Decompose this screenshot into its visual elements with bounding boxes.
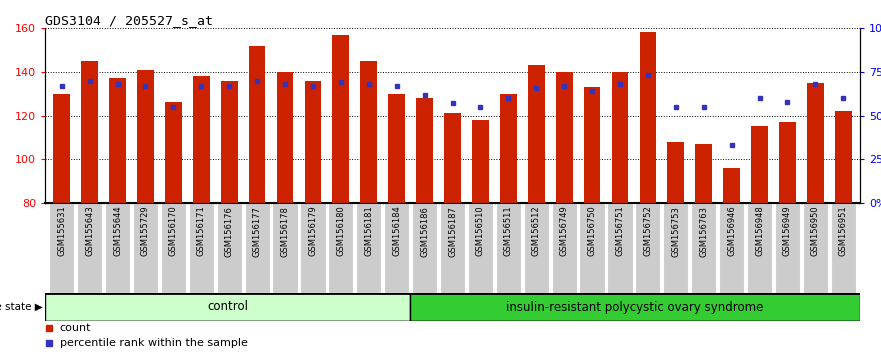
Bar	[277, 72, 293, 203]
Text: GSM156948: GSM156948	[755, 206, 764, 256]
Bar	[248, 46, 265, 203]
Text: GSM156177: GSM156177	[253, 206, 262, 257]
Text: percentile rank within the sample: percentile rank within the sample	[60, 338, 248, 348]
Bar	[49, 203, 74, 293]
Bar	[54, 93, 70, 203]
Bar	[360, 61, 377, 203]
Bar	[217, 203, 241, 293]
Bar	[329, 203, 353, 293]
Bar	[635, 203, 661, 293]
Text: GSM156179: GSM156179	[308, 206, 317, 256]
Bar	[523, 203, 549, 293]
Bar	[607, 203, 633, 293]
Bar	[556, 72, 573, 203]
Text: GSM156180: GSM156180	[337, 206, 345, 256]
Bar	[137, 70, 154, 203]
Bar	[831, 203, 855, 293]
Text: GSM156176: GSM156176	[225, 206, 233, 257]
Bar	[779, 122, 796, 203]
Bar	[412, 203, 437, 293]
Bar	[105, 203, 130, 293]
Text: GSM156951: GSM156951	[839, 206, 848, 256]
Bar	[78, 203, 102, 293]
Bar	[305, 80, 322, 203]
Bar	[580, 203, 604, 293]
Bar	[496, 203, 521, 293]
Bar	[45, 293, 411, 321]
Bar	[221, 80, 238, 203]
Bar	[747, 203, 772, 293]
Bar	[500, 93, 516, 203]
Text: GSM156186: GSM156186	[420, 206, 429, 257]
Text: GSM156750: GSM156750	[588, 206, 596, 256]
Bar	[528, 65, 544, 203]
Text: GSM156751: GSM156751	[616, 206, 625, 256]
Text: GSM156171: GSM156171	[196, 206, 206, 256]
Bar	[444, 113, 461, 203]
Bar	[723, 168, 740, 203]
Bar	[384, 203, 410, 293]
Bar	[640, 32, 656, 203]
Text: GSM155643: GSM155643	[85, 206, 94, 256]
Bar	[835, 111, 852, 203]
Bar	[332, 35, 349, 203]
Text: GSM155729: GSM155729	[141, 206, 150, 256]
Bar	[695, 144, 712, 203]
Bar	[472, 120, 489, 203]
Text: GSM156949: GSM156949	[783, 206, 792, 256]
Bar	[356, 203, 381, 293]
Bar	[411, 293, 860, 321]
Text: GSM156749: GSM156749	[559, 206, 568, 256]
Bar	[668, 142, 685, 203]
Text: GSM156181: GSM156181	[364, 206, 374, 256]
Bar	[165, 102, 181, 203]
Text: GSM156752: GSM156752	[643, 206, 652, 256]
Text: disease state ▶: disease state ▶	[0, 302, 43, 312]
Text: control: control	[207, 301, 248, 314]
Text: count: count	[60, 323, 91, 333]
Text: GSM156184: GSM156184	[392, 206, 401, 256]
Bar	[719, 203, 744, 293]
Bar	[189, 203, 214, 293]
Bar	[775, 203, 800, 293]
Text: GSM156178: GSM156178	[280, 206, 290, 257]
Bar	[807, 83, 824, 203]
Text: GSM155631: GSM155631	[57, 206, 66, 256]
Bar	[584, 87, 601, 203]
Text: GSM156753: GSM156753	[671, 206, 680, 257]
Bar	[416, 98, 433, 203]
Text: GSM156512: GSM156512	[532, 206, 541, 256]
Text: GSM156511: GSM156511	[504, 206, 513, 256]
Bar	[389, 93, 405, 203]
Bar	[300, 203, 325, 293]
Bar	[611, 72, 628, 203]
Text: GSM155644: GSM155644	[113, 206, 122, 256]
Text: GSM156170: GSM156170	[169, 206, 178, 256]
Bar	[133, 203, 158, 293]
Bar	[803, 203, 828, 293]
Text: GSM156763: GSM156763	[700, 206, 708, 257]
Text: GSM156510: GSM156510	[476, 206, 485, 256]
Text: GSM156950: GSM156950	[811, 206, 820, 256]
Bar	[751, 126, 768, 203]
Bar	[81, 61, 98, 203]
Bar	[245, 203, 270, 293]
Bar	[109, 78, 126, 203]
Bar	[552, 203, 577, 293]
Bar	[193, 76, 210, 203]
Bar	[272, 203, 298, 293]
Bar	[161, 203, 186, 293]
Bar	[663, 203, 688, 293]
Text: GSM156946: GSM156946	[727, 206, 737, 256]
Text: GDS3104 / 205527_s_at: GDS3104 / 205527_s_at	[45, 14, 213, 27]
Bar	[468, 203, 493, 293]
Text: insulin-resistant polycystic ovary syndrome: insulin-resistant polycystic ovary syndr…	[507, 301, 764, 314]
Bar	[691, 203, 716, 293]
Bar	[440, 203, 465, 293]
Text: GSM156187: GSM156187	[448, 206, 457, 257]
